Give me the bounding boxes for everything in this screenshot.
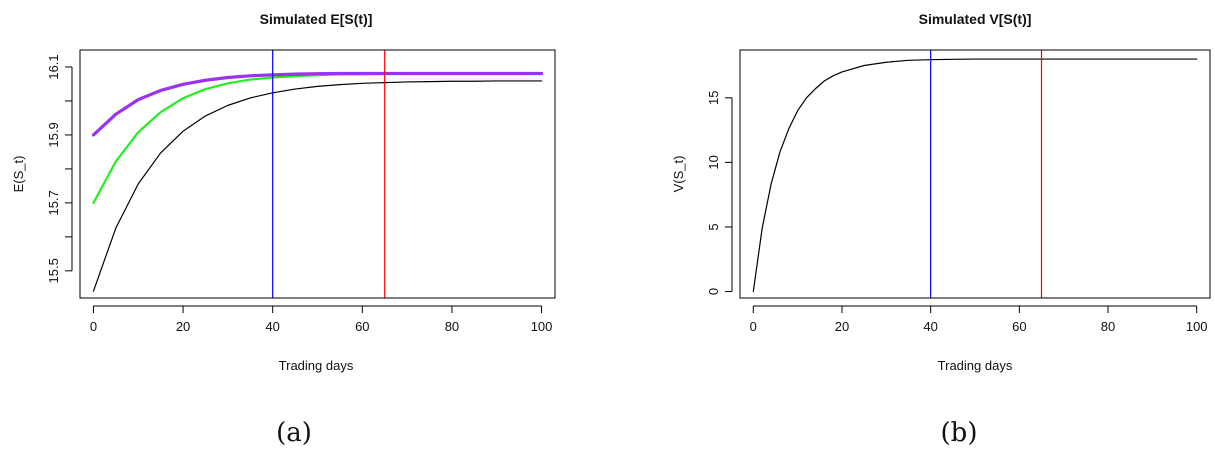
x-axis: 0 20 40 60 80 100 xyxy=(90,305,553,334)
chart-title: Simulated V[S(t)] xyxy=(919,11,1032,27)
y-tick-label: 15.7 xyxy=(46,190,61,215)
x-axis-label: Trading days xyxy=(279,358,354,373)
y-tick-label: 5 xyxy=(706,223,721,230)
figure-caption: (a) xyxy=(276,418,312,448)
y-tick-label: 15 xyxy=(706,91,721,105)
x-tick-label: 0 xyxy=(750,319,757,334)
plot-lines xyxy=(91,50,544,298)
figure-caption: (b) xyxy=(940,418,978,448)
x-tick-label: 80 xyxy=(1101,319,1115,334)
x-tick-label: 40 xyxy=(923,319,937,334)
y-axis-label: E(S_t) xyxy=(11,156,26,193)
chart-expected-value: Simulated E[S(t)] 0 20 40 60 80 100 15.515.71… xyxy=(11,11,556,373)
x-tick-label: 100 xyxy=(1186,319,1208,334)
x-tick-label: 100 xyxy=(531,319,553,334)
y-axis: 0 5 10 15 xyxy=(706,91,733,295)
series-line-1 xyxy=(752,58,1198,293)
plot-frame xyxy=(739,49,1211,299)
y-tick-label: 10 xyxy=(706,155,721,169)
series-line-3 xyxy=(91,71,544,137)
x-tick-label: 20 xyxy=(176,319,190,334)
x-tick-label: 60 xyxy=(355,319,369,334)
x-tick-label: 0 xyxy=(90,319,97,334)
series-line-2 xyxy=(92,73,543,204)
x-axis-label: Trading days xyxy=(938,358,1013,373)
y-tick-label: 15.5 xyxy=(46,258,61,283)
chart-panel-a: Simulated E[S(t)] 0 20 40 60 80 100 15.5 15.7 1… xyxy=(0,0,607,455)
chart-panel-b: Simulated V[S(t)] 0 20 40 60 80 100 0 5 10 15 Tr… xyxy=(607,0,1214,455)
x-tick-label: 60 xyxy=(1012,319,1026,334)
x-tick-label: 20 xyxy=(835,319,849,334)
plot-lines xyxy=(752,50,1198,298)
chart-title: Simulated E[S(t)] xyxy=(260,11,373,27)
chart-variance: Simulated V[S(t)] 0 20 40 60 80 100 0 5 10 15 Tr… xyxy=(671,11,1211,373)
x-axis: 0 20 40 60 80 100 xyxy=(750,305,1208,334)
plot-frame xyxy=(79,49,556,299)
y-tick-label: 0 xyxy=(706,288,721,295)
y-tick-label: 16.1 xyxy=(46,54,61,79)
x-tick-label: 80 xyxy=(445,319,459,334)
x-tick-label: 40 xyxy=(265,319,279,334)
y-axis: 15.5 15.7 15.9 16.1 xyxy=(46,54,73,283)
y-tick-label: 15.9 xyxy=(46,122,61,147)
series-line-1 xyxy=(92,80,543,292)
y-axis-label: V(S_t) xyxy=(671,156,686,193)
